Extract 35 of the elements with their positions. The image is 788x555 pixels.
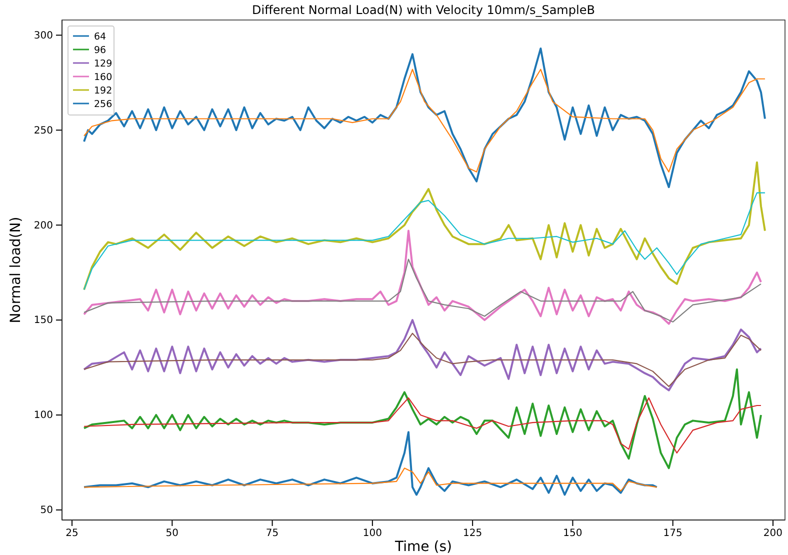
- legend-label: 64: [94, 32, 106, 42]
- legend-label: 129: [94, 58, 112, 70]
- x-tick-label: 150: [563, 528, 582, 540]
- line-series: [83, 192, 766, 290]
- chart-title: Different Normal Load(N) with Velocity 10mm/s_SampleB: [252, 3, 595, 17]
- y-tick-label: 250: [34, 125, 53, 136]
- y-tick-label: 200: [34, 220, 53, 232]
- line-series: [83, 468, 658, 492]
- line-series: [83, 47, 766, 188]
- x-tick-label: 75: [266, 528, 279, 540]
- legend-label: 96: [94, 45, 106, 56]
- legend-label: 192: [94, 86, 112, 96]
- line-series: [83, 368, 762, 470]
- line-series: [83, 230, 762, 325]
- line-series: [83, 68, 766, 172]
- legend-label: 160: [94, 72, 112, 83]
- x-tick-label: 200: [763, 528, 783, 540]
- line-series: [83, 319, 762, 392]
- line-series: [83, 397, 762, 454]
- x-tick-label: 125: [463, 528, 482, 540]
- x-axis-title: Time (s): [394, 539, 452, 555]
- y-tick-label: 100: [34, 410, 53, 422]
- legend-label: 256: [94, 99, 112, 110]
- y-tick-label: 150: [34, 315, 53, 326]
- line-series: [83, 258, 762, 322]
- x-tick-label: 50: [166, 528, 179, 540]
- x-tick-label: 100: [362, 528, 382, 540]
- line-series: [83, 431, 658, 496]
- line-series: [83, 332, 762, 388]
- line-series: [83, 161, 766, 291]
- y-tick-label: 300: [34, 30, 53, 42]
- x-tick-label: 175: [663, 528, 682, 540]
- y-axis-title: Normal load(N): [8, 216, 24, 324]
- x-tick-label: 25: [66, 528, 78, 540]
- y-tick-label: 50: [40, 505, 53, 516]
